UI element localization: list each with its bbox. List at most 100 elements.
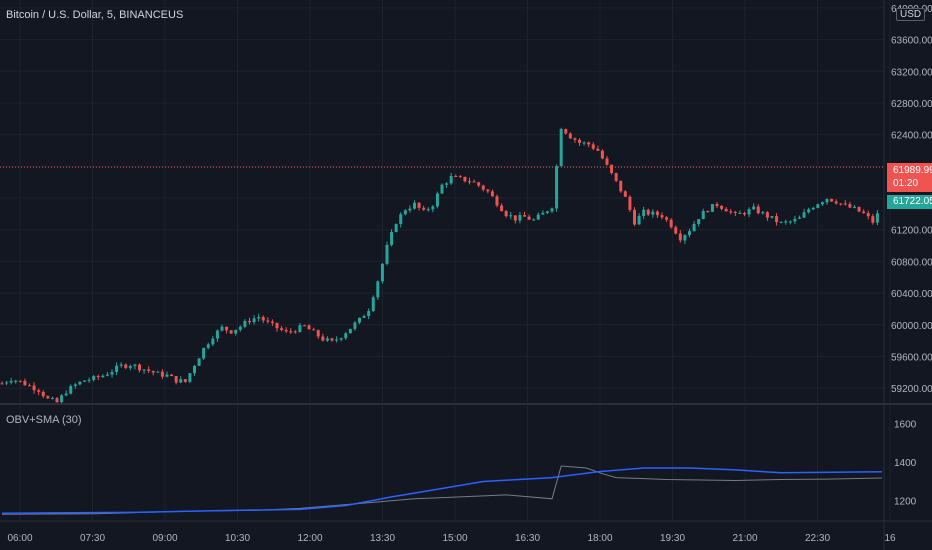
candle-body bbox=[610, 164, 614, 174]
candle-body bbox=[669, 219, 673, 228]
candle-body bbox=[5, 382, 9, 384]
candle-body bbox=[37, 390, 41, 392]
candle-body bbox=[559, 129, 563, 167]
candle-body bbox=[596, 148, 600, 151]
candle-body bbox=[188, 373, 192, 382]
candle-body bbox=[316, 330, 320, 337]
candle-body bbox=[843, 203, 847, 205]
time-tick-label: 19:30 bbox=[660, 533, 685, 544]
candle-body bbox=[151, 370, 155, 373]
candle-body bbox=[587, 142, 591, 145]
candle-body bbox=[463, 176, 467, 182]
time-tick-label: 09:00 bbox=[152, 533, 177, 544]
candle-body bbox=[115, 365, 119, 373]
candle-body bbox=[678, 233, 682, 241]
candle-body bbox=[215, 330, 219, 339]
obv-tick-label: 1600 bbox=[894, 420, 917, 431]
time-tick-label: 18:00 bbox=[587, 533, 612, 544]
candle-body bbox=[646, 209, 650, 215]
candle-body bbox=[743, 212, 746, 215]
candle-body bbox=[23, 380, 27, 386]
candle-body bbox=[124, 364, 128, 368]
candle-body bbox=[500, 205, 504, 212]
candle-body bbox=[834, 201, 838, 204]
price-tick-label: 60800.00 bbox=[891, 257, 932, 268]
candle-body bbox=[449, 176, 453, 184]
countdown-value: 01:20 bbox=[893, 178, 919, 189]
obv-tick-label: 1200 bbox=[894, 497, 917, 508]
candle-body bbox=[756, 206, 760, 214]
last-price-tag: 61989.99 01:20 bbox=[887, 163, 932, 192]
candle-body bbox=[193, 365, 196, 374]
candle-body bbox=[92, 376, 96, 380]
candle-body bbox=[339, 338, 343, 340]
candle-body bbox=[307, 325, 311, 330]
candle-body bbox=[390, 232, 394, 246]
time-tick-label: 16 bbox=[884, 533, 896, 544]
candle-body bbox=[403, 210, 407, 215]
candle-body bbox=[770, 216, 774, 218]
time-tick-label: 06:00 bbox=[7, 533, 32, 544]
candle-body bbox=[536, 214, 540, 220]
candle-body bbox=[367, 311, 371, 317]
candle-body bbox=[733, 211, 737, 213]
candle-body bbox=[9, 380, 13, 383]
candle-body bbox=[69, 386, 73, 394]
time-tick-label: 10:30 bbox=[225, 533, 250, 544]
candle-body bbox=[64, 393, 68, 396]
candle-body bbox=[243, 320, 247, 327]
candle-body bbox=[28, 385, 31, 387]
time-tick-label: 22:30 bbox=[805, 533, 830, 544]
candle-body bbox=[179, 379, 183, 383]
candle-body bbox=[183, 379, 187, 382]
candle-body bbox=[633, 209, 636, 225]
currency-badge[interactable]: USD bbox=[896, 8, 926, 21]
candle-body bbox=[477, 182, 481, 186]
candle-body bbox=[788, 221, 792, 223]
candle-body bbox=[321, 336, 325, 341]
candle-body bbox=[138, 364, 141, 371]
candle-body bbox=[825, 198, 829, 203]
candle-body bbox=[422, 207, 426, 210]
candle-body bbox=[105, 374, 109, 376]
candle-body bbox=[692, 223, 696, 232]
candle-body bbox=[293, 331, 297, 333]
candle-body bbox=[96, 376, 100, 378]
candle-body bbox=[871, 216, 875, 223]
candle-body bbox=[541, 212, 545, 215]
candle-body bbox=[160, 371, 164, 377]
candle-body bbox=[197, 358, 201, 366]
candle-body bbox=[362, 316, 366, 318]
candle-body bbox=[156, 371, 160, 373]
candle-body bbox=[18, 380, 22, 382]
candle-body bbox=[257, 317, 261, 319]
candle-body bbox=[582, 142, 586, 144]
candle-body bbox=[784, 221, 788, 223]
obv-tick-label: 1400 bbox=[894, 458, 917, 469]
candle-body bbox=[688, 231, 691, 236]
last-price-value: 61989.99 bbox=[893, 165, 932, 176]
candle-body bbox=[454, 176, 458, 178]
candle-body bbox=[119, 364, 123, 366]
candle-body bbox=[816, 204, 820, 208]
candle-body bbox=[793, 218, 797, 222]
candle-body bbox=[637, 215, 641, 225]
candle-body bbox=[435, 193, 439, 207]
candle-body bbox=[440, 184, 444, 194]
candle-body bbox=[568, 133, 572, 139]
candle-body bbox=[50, 398, 54, 400]
candle-body bbox=[371, 297, 375, 312]
candle-body bbox=[848, 204, 852, 208]
candle-body bbox=[468, 181, 471, 183]
price-tick-label: 62800.00 bbox=[891, 99, 932, 110]
candle-body bbox=[83, 380, 86, 382]
candle-body bbox=[720, 205, 724, 209]
time-tick-label: 13:30 bbox=[370, 533, 395, 544]
candle-body bbox=[747, 209, 751, 215]
candle-body bbox=[133, 364, 137, 366]
candle-body bbox=[312, 329, 316, 331]
candle-body bbox=[55, 398, 59, 403]
candle-body bbox=[170, 374, 174, 377]
